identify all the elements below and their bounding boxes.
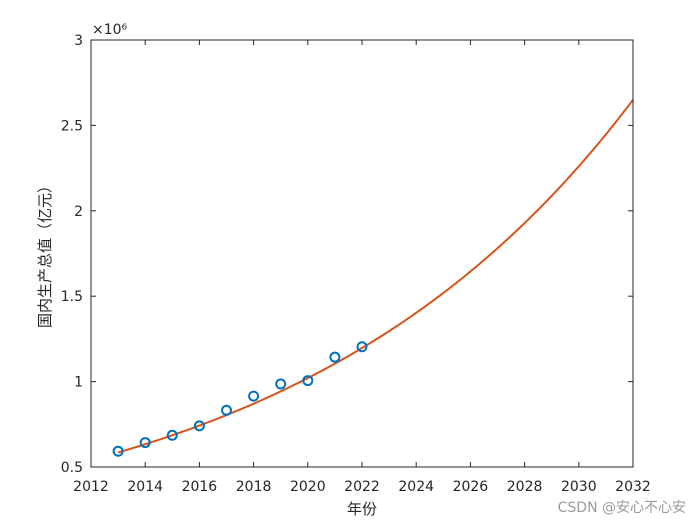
y-axis-label: 国内生产总值（亿元） [36, 178, 54, 328]
y-tick-label: 1.5 [61, 289, 83, 305]
y-tick-label: 2 [74, 204, 83, 220]
data-point [166, 429, 178, 441]
data-point [193, 420, 205, 432]
data-point [248, 390, 260, 402]
x-tick-label: 2026 [453, 479, 489, 495]
x-tick-label: 2022 [344, 479, 380, 495]
data-point [302, 375, 314, 387]
x-tick-label: 2020 [290, 479, 326, 495]
data-point [356, 341, 368, 353]
x-tick-label: 2030 [561, 479, 597, 495]
data-markers-layer [112, 341, 368, 457]
x-tick-label: 2012 [73, 479, 109, 495]
y-tick-label: 2.5 [61, 118, 83, 134]
x-tick-label: 2028 [507, 479, 543, 495]
x-tick-label: 2024 [398, 479, 434, 495]
x-tick-label: 2016 [182, 479, 218, 495]
x-tick-label: 2032 [615, 479, 651, 495]
data-point [275, 378, 287, 390]
plot-area [91, 40, 633, 467]
x-ticks: 2012 2014 2016 2018 2020 2022 2024 2026 2028 2030… [73, 40, 651, 495]
data-point [329, 351, 341, 363]
y-tick-label: 3 [74, 33, 83, 49]
data-point [112, 445, 124, 457]
watermark: CSDN @安心不心安 [557, 500, 686, 516]
y-exponent-label: ×10⁶ [92, 22, 128, 38]
x-axis-label: 年份 [347, 500, 377, 518]
y-tick-label: 0.5 [61, 460, 83, 476]
data-point [139, 437, 151, 449]
y-ticks: 0.5 1 1.5 2 2.5 3 [61, 33, 633, 476]
y-tick-label: 1 [74, 375, 83, 391]
x-tick-label: 2014 [127, 479, 163, 495]
data-point [221, 404, 232, 416]
x-tick-label: 2018 [236, 479, 272, 495]
